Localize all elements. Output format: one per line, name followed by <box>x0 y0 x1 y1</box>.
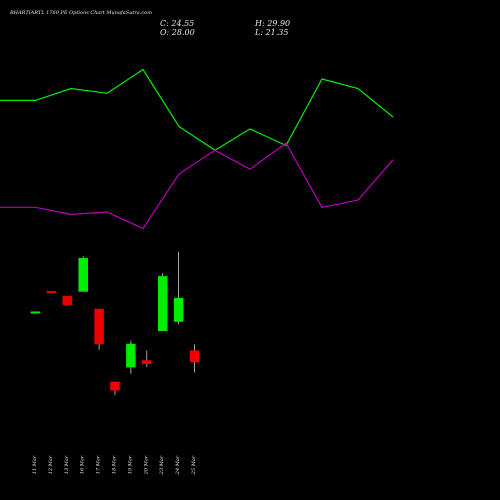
candle-2 <box>62 295 73 306</box>
indicator-lines <box>0 68 394 230</box>
high-value: H: 29.90 <box>255 19 291 28</box>
x-tick-label: 24 Mar <box>175 455 181 475</box>
candle-body <box>46 290 57 294</box>
candle-body <box>173 297 184 322</box>
chart-title: BHARTIARTL 1760 PE Options Chart MunafaS… <box>10 10 152 16</box>
candle-5 <box>110 381 120 396</box>
candle-3 <box>78 256 88 292</box>
x-axis-labels: 11 Mar 12 Mar 13 Mar 16 Mar 17 Mar 18 Mar 19 M… <box>32 455 197 475</box>
x-tick-label: 12 Mar <box>48 455 54 474</box>
x-tick-label: 25 Mar <box>191 455 197 475</box>
candle-body <box>78 257 88 292</box>
candle-body <box>189 350 200 363</box>
open-value: O: 28.00 <box>160 28 195 37</box>
candle-body <box>30 311 41 314</box>
x-tick-label: 19 Mar <box>127 455 133 474</box>
low-value: L: 21.35 <box>255 28 289 37</box>
x-tick-label: 20 Mar <box>143 455 149 475</box>
candle-body <box>94 308 104 345</box>
candle-body <box>126 343 136 368</box>
candle-7 <box>142 350 152 368</box>
candle-body <box>142 360 152 365</box>
x-tick-label: 23 Mar <box>159 455 165 475</box>
candle-0 <box>30 311 41 314</box>
candle-6 <box>126 340 136 374</box>
candle-body <box>157 276 168 332</box>
upper-indicator-line <box>0 68 394 152</box>
x-tick-label: 17 Mar <box>96 455 102 474</box>
candle-4 <box>94 308 104 350</box>
candle-body <box>62 295 73 306</box>
candles <box>30 251 200 396</box>
candle-body <box>110 381 120 391</box>
candle-8 <box>157 273 168 332</box>
x-tick-label: 18 Mar <box>112 455 118 474</box>
close-value: C: 24.55 <box>160 19 195 28</box>
candle-10 <box>189 344 200 373</box>
candle-1 <box>46 290 57 294</box>
x-tick-label: 11 Mar <box>32 455 38 474</box>
candle-9 <box>173 251 184 325</box>
x-tick-label: 13 Mar <box>64 455 70 474</box>
x-tick-label: 16 Mar <box>80 455 86 474</box>
lower-indicator-line <box>0 142 394 230</box>
